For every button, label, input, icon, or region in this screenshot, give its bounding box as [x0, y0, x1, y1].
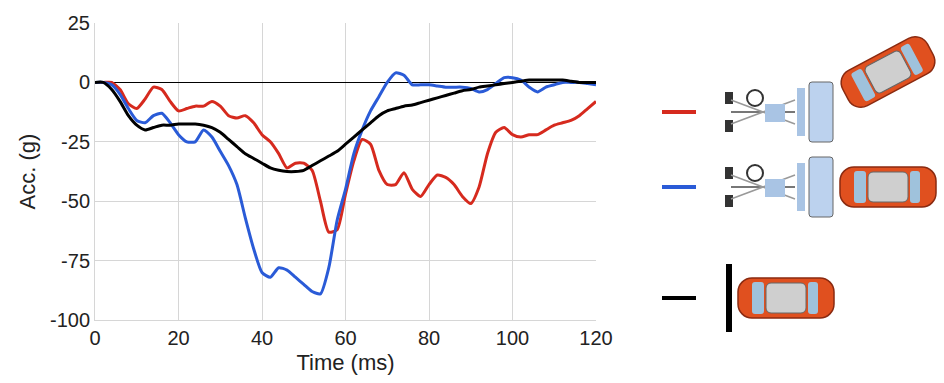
svg-text:25: 25: [68, 12, 90, 34]
svg-text:20: 20: [167, 327, 189, 349]
svg-text:-50: -50: [61, 190, 90, 212]
svg-text:-75: -75: [61, 250, 90, 272]
svg-text:100: 100: [496, 327, 529, 349]
svg-text:40: 40: [251, 327, 273, 349]
svg-text:0: 0: [89, 327, 100, 349]
svg-text:Acc. (g): Acc. (g): [15, 134, 40, 210]
svg-text:80: 80: [418, 327, 440, 349]
svg-text:-25: -25: [61, 131, 90, 153]
svg-text:0: 0: [79, 71, 90, 93]
svg-text:60: 60: [334, 327, 356, 349]
svg-text:120: 120: [579, 327, 612, 349]
svg-text:-100: -100: [50, 309, 90, 331]
svg-text:Time (ms): Time (ms): [296, 350, 394, 375]
